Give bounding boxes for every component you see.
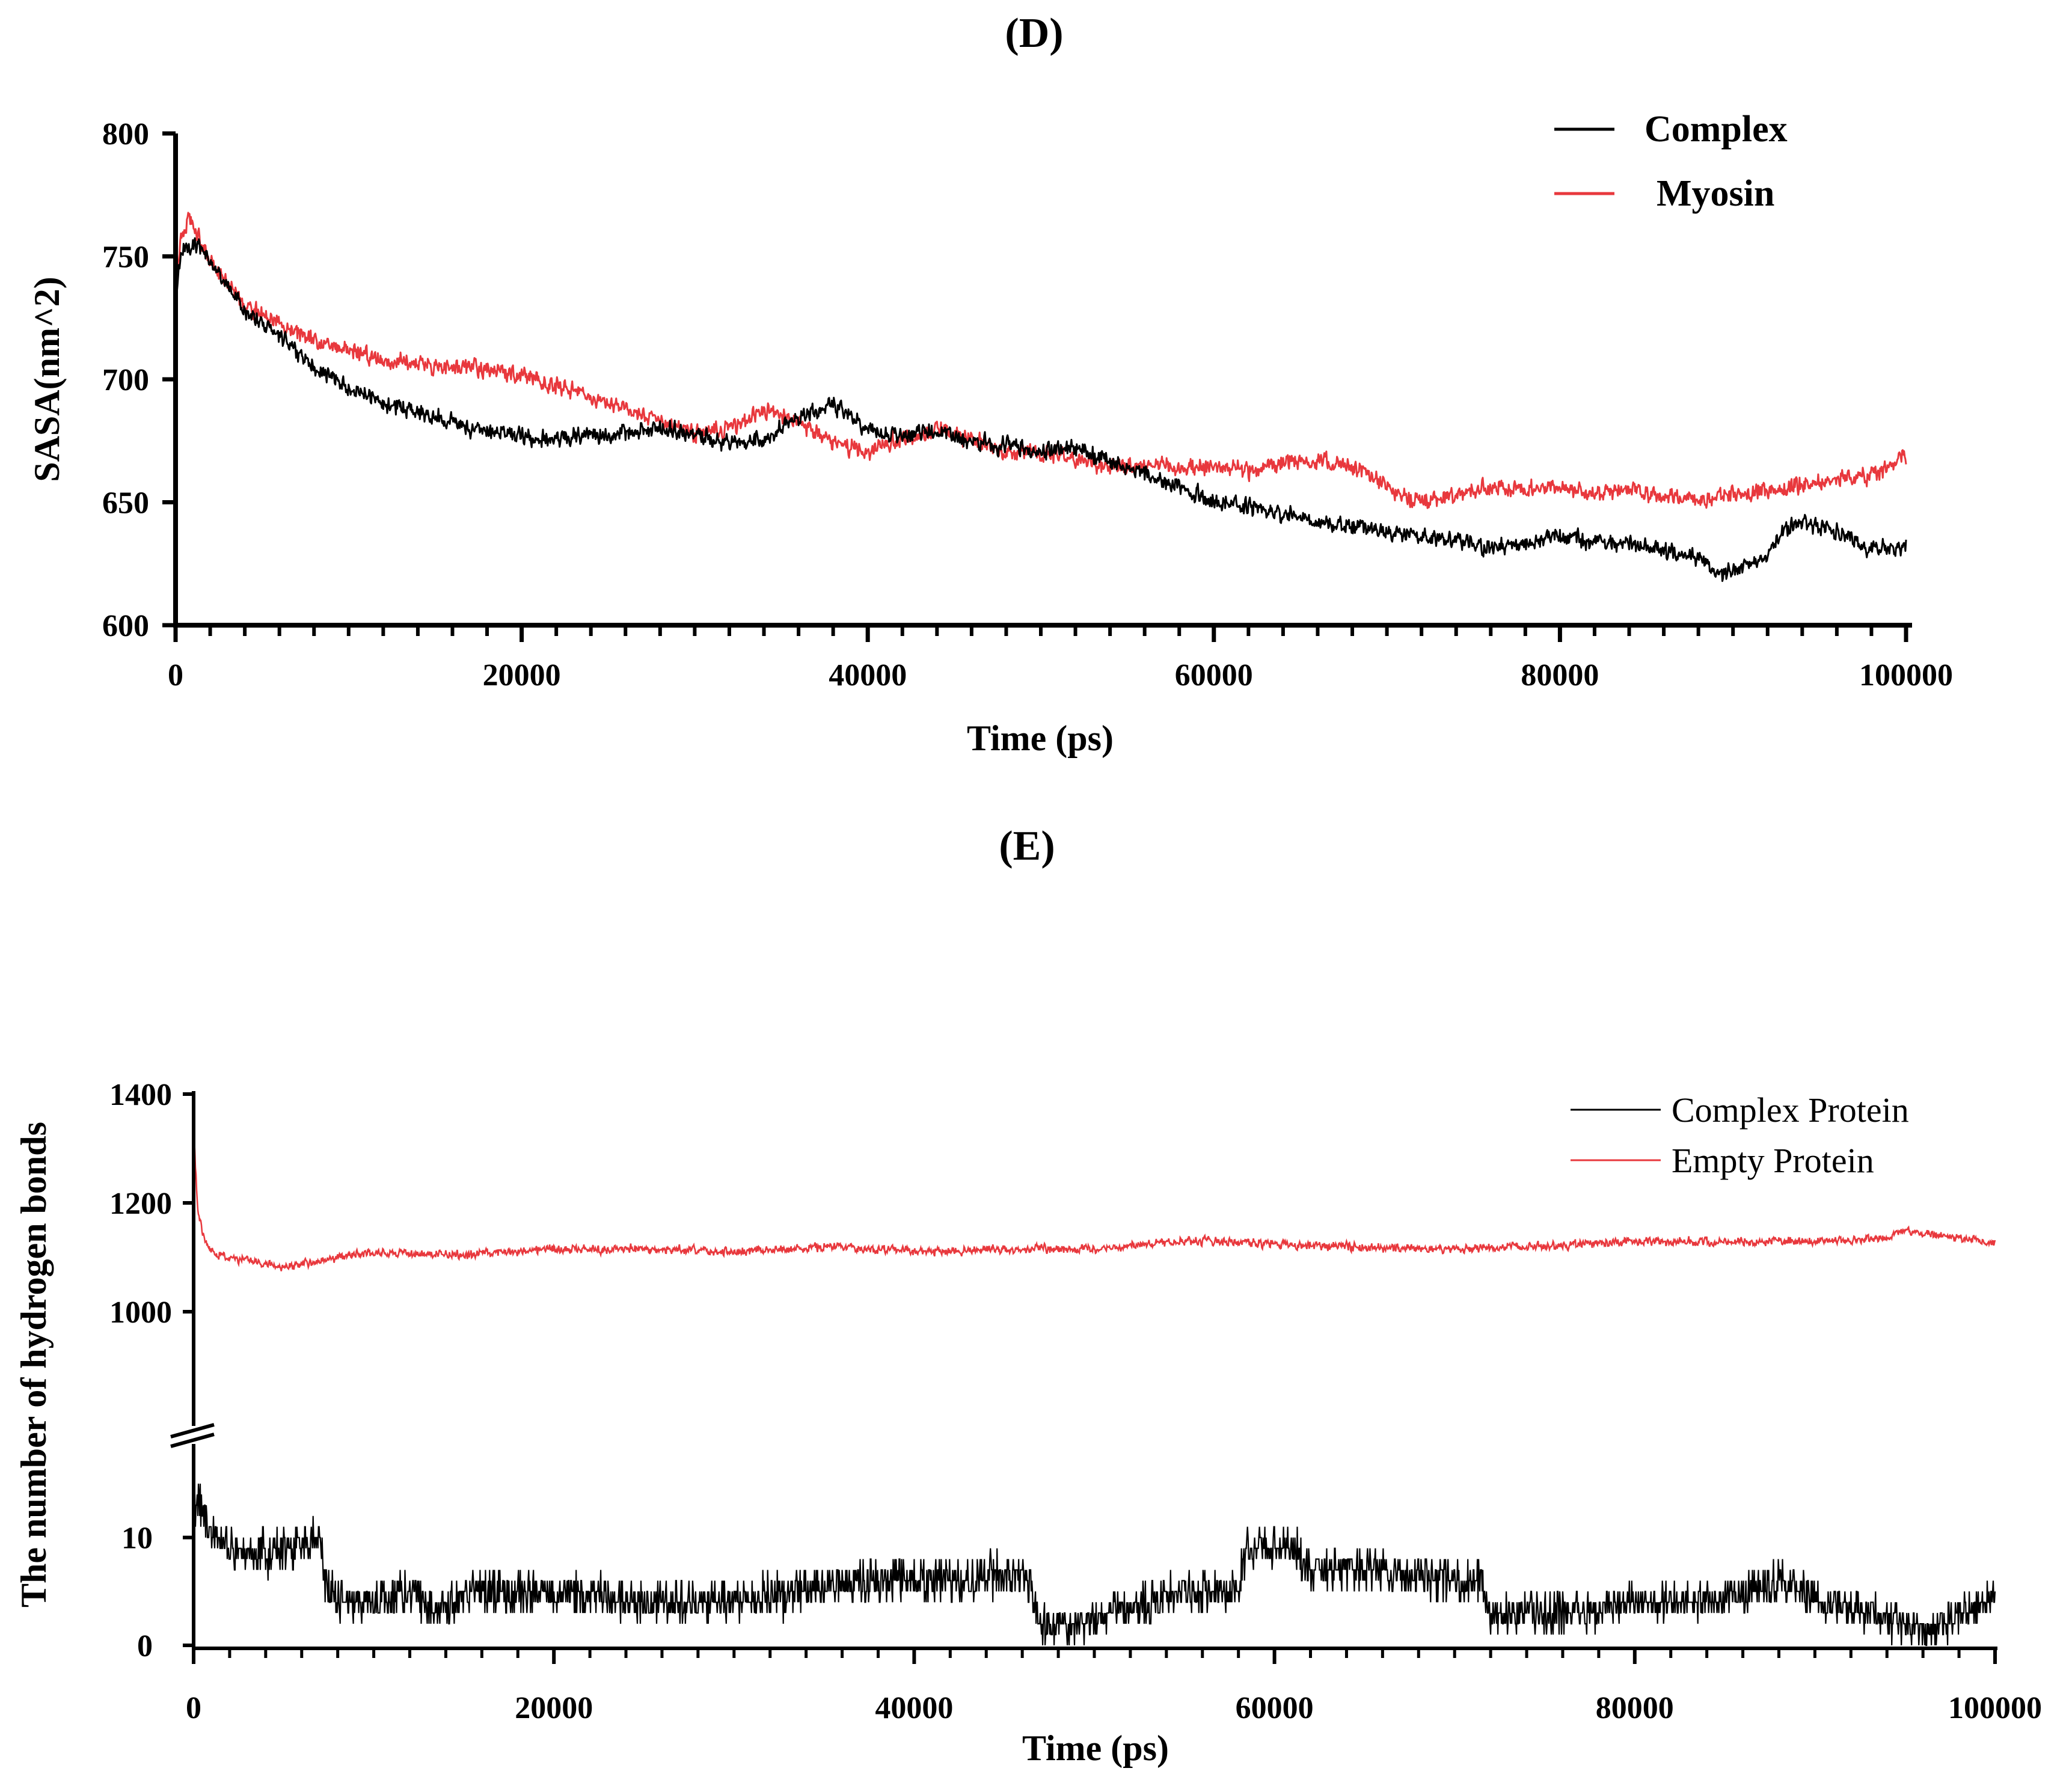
y-tick-label: 1200	[109, 1187, 172, 1221]
y-tick-label: 650	[102, 486, 149, 521]
panel-d-x-ticks: 0 20000 40000 60000 80000 100000	[168, 625, 1953, 693]
x-tick-label: 80000	[1596, 1691, 1674, 1725]
panel-e-y-axis-title: The number of hydrogen bonds	[14, 1122, 54, 1607]
x-tick-label: 20000	[483, 658, 561, 693]
panel-d-label: (D)	[1005, 10, 1063, 57]
panel-e-x-ticks: 0 20000 40000 60000 80000 100000	[186, 1648, 2042, 1725]
y-tick-label: 1400	[109, 1078, 172, 1112]
panel-e-legend: Complex Protein Empty Protein	[1571, 1090, 1909, 1180]
legend-label-complex-protein: Complex Protein	[1672, 1090, 1909, 1130]
panel-e-label: (E)	[999, 823, 1055, 869]
series-line-myosin	[174, 212, 1907, 509]
panel-d-y-ticks: 600 650 700 750 800	[102, 117, 176, 643]
x-tick-label: 40000	[829, 658, 907, 693]
x-tick-label: 100000	[1948, 1691, 2042, 1725]
x-tick-label: 100000	[1859, 658, 1953, 693]
legend-label-complex: Complex	[1644, 109, 1788, 150]
axis-break-mark-top	[170, 1423, 215, 1439]
x-tick-label: 40000	[875, 1691, 953, 1725]
y-tick-label: 1000	[109, 1295, 172, 1330]
x-tick-label: 20000	[515, 1691, 593, 1725]
panel-d: (D) 600 650 700 750 800 0 20000 40000 60000 8000…	[27, 10, 1953, 758]
series-line-complex-protein	[193, 1483, 1996, 1647]
panel-e-y-ticks: 1000 1200 1400 0 10	[109, 1078, 194, 1663]
x-tick-label: 80000	[1521, 658, 1599, 693]
y-tick-label: 800	[102, 117, 149, 151]
y-tick-label: 0	[137, 1629, 153, 1663]
legend-label-myosin: Myosin	[1657, 173, 1774, 214]
legend-label-empty-protein: Empty Protein	[1672, 1141, 1874, 1180]
series-line-empty-protein	[192, 1124, 1996, 1271]
panel-e-x-axis-title: Time (ps)	[1022, 1728, 1169, 1768]
panel-d-series	[174, 212, 1907, 583]
axis-break-mark-bottom	[170, 1433, 215, 1448]
panel-d-x-axis-title: Time (ps)	[967, 718, 1114, 758]
y-tick-label: 700	[102, 363, 149, 397]
x-tick-label: 60000	[1236, 1691, 1314, 1725]
x-tick-label: 60000	[1175, 658, 1253, 693]
x-tick-label: 0	[186, 1691, 201, 1725]
y-tick-label: 10	[121, 1522, 153, 1556]
x-tick-label: 0	[168, 658, 183, 693]
panel-d-y-axis-title: SASA(nm^2)	[27, 277, 67, 482]
panel-e: (E) 1000 1200 1400 0 10 0 20000 40000 60000 8000…	[14, 823, 2042, 1768]
y-tick-label: 600	[102, 609, 149, 643]
panel-e-series	[192, 1124, 1996, 1647]
y-tick-label: 750	[102, 240, 149, 275]
panel-d-legend: Complex Myosin	[1554, 109, 1788, 214]
series-line-complex	[174, 237, 1907, 583]
